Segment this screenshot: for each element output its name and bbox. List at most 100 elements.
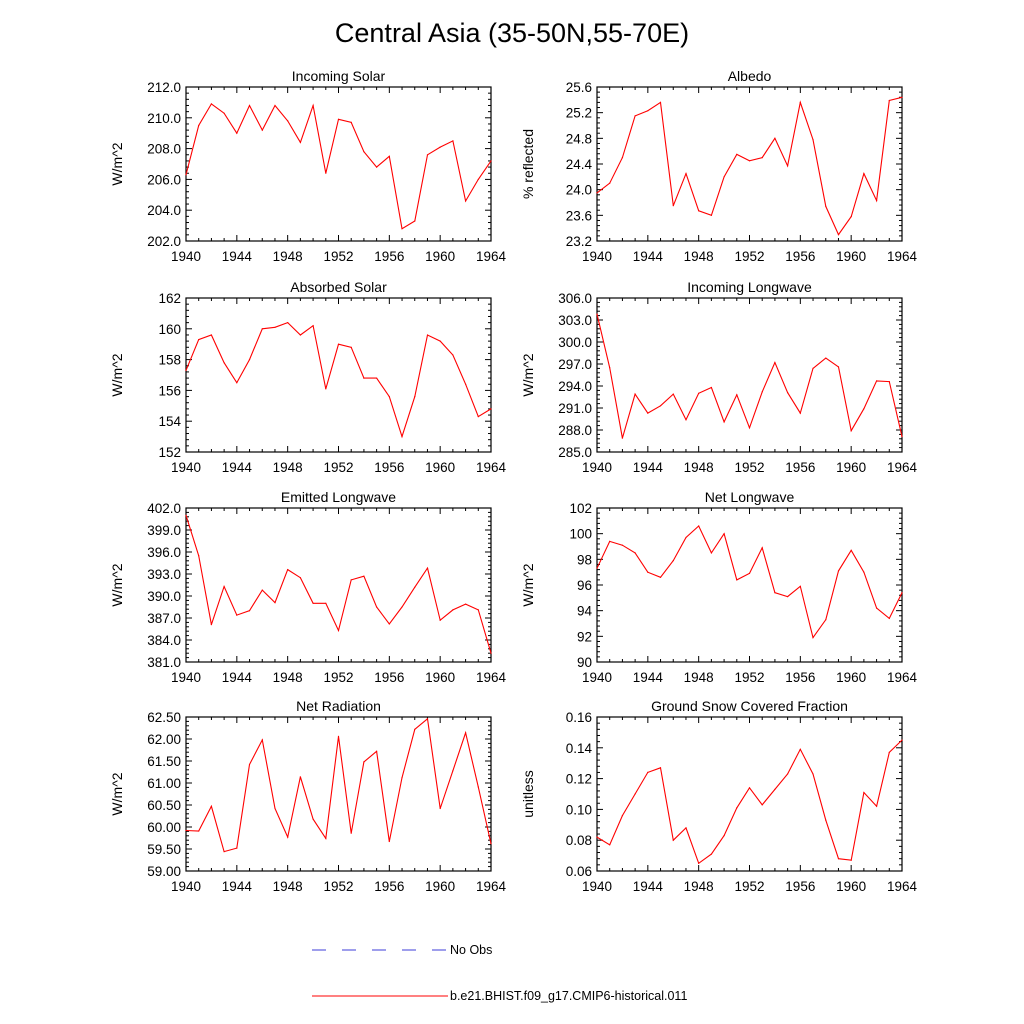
data-point: [825, 205, 827, 207]
y-tick-label: 396.0: [147, 545, 181, 560]
data-point: [185, 514, 187, 516]
x-tick-label: 1952: [734, 670, 764, 685]
y-tick-label: 61.00: [147, 776, 181, 791]
x-tick-label: 1964: [887, 249, 918, 264]
data-point: [287, 569, 289, 571]
data-point: [337, 629, 340, 632]
data-point: [736, 394, 738, 396]
data-point: [710, 386, 713, 389]
x-tick-label: 1944: [633, 249, 664, 264]
data-point: [426, 334, 429, 336]
data-point: [609, 844, 611, 846]
y-tick-label: 23.6: [566, 208, 592, 223]
y-tick-label: 62.50: [147, 710, 181, 725]
data-point: [901, 739, 903, 741]
data-point: [452, 770, 454, 772]
series-line: [596, 525, 903, 639]
data-point: [312, 104, 314, 107]
legend-entry: No Obs: [312, 943, 492, 957]
y-tick-label: 384.0: [147, 633, 181, 648]
data-point: [863, 173, 865, 175]
x-tick-label: 1940: [171, 460, 201, 475]
x-tick-label: 1948: [273, 460, 303, 475]
data-point: [596, 313, 598, 315]
panel-title: Incoming Solar: [292, 68, 386, 84]
y-tick-label: 90: [577, 655, 592, 670]
y-tick-label: 156: [158, 383, 181, 398]
panel-title: Albedo: [728, 68, 772, 84]
x-tick-label: 1960: [425, 249, 455, 264]
plot-frame: [596, 716, 903, 872]
data-point: [248, 763, 251, 766]
data-point: [210, 334, 212, 336]
data-point: [685, 536, 687, 539]
data-point: [465, 603, 467, 605]
data-point: [465, 383, 467, 385]
data-point: [248, 104, 251, 107]
y-tick-label: 96: [577, 578, 592, 593]
data-point: [888, 617, 890, 620]
y-axis-label: unitless: [520, 770, 536, 817]
y-tick-label: 62.00: [147, 732, 181, 747]
y-tick-label: 387.0: [147, 611, 181, 626]
data-point: [388, 840, 390, 843]
y-tick-label: 154: [158, 414, 181, 429]
data-point: [274, 602, 276, 604]
x-tick-label: 1952: [323, 249, 353, 264]
y-tick-label: 0.16: [566, 710, 592, 725]
data-point: [401, 777, 403, 779]
data-point: [685, 419, 687, 421]
y-tick-label: 100: [569, 527, 592, 542]
data-point: [439, 807, 441, 810]
data-point: [698, 525, 700, 527]
data-point: [774, 592, 776, 594]
data-point: [350, 121, 352, 123]
series-line: [596, 313, 903, 439]
data-point: [888, 99, 890, 102]
y-tick-label: 23.2: [566, 234, 592, 249]
data-point: [647, 412, 649, 414]
data-point: [812, 637, 814, 639]
data-point: [376, 166, 378, 168]
y-tick-label: 285.0: [558, 445, 592, 460]
y-tick-label: 204.0: [147, 203, 181, 218]
data-point: [477, 786, 479, 788]
data-point: [723, 421, 725, 423]
data-point: [659, 405, 662, 407]
figure-title: Central Asia (35-50N,55-70E): [335, 18, 689, 48]
data-point: [609, 182, 611, 184]
data-point: [426, 567, 429, 569]
y-tick-label: 0.10: [566, 802, 592, 817]
data-point: [414, 728, 416, 730]
data-point: [672, 560, 674, 562]
data-point: [736, 153, 738, 155]
data-point: [710, 214, 713, 216]
panel-title: Net Radiation: [296, 698, 381, 714]
data-point: [799, 412, 801, 414]
data-point: [185, 174, 187, 176]
data-point: [236, 382, 238, 384]
data-point: [210, 805, 212, 807]
x-tick-label: 1964: [887, 879, 918, 894]
data-point: [787, 596, 789, 598]
legend-entry: b.e21.BHIST.f09_g17.CMIP6-historical.011: [312, 989, 687, 1003]
panel-ground-snow-covered-fraction: 1940 1944 1948 1952 1956 1960 1964 0.06 0.08 0.10…: [520, 698, 918, 894]
data-point: [477, 178, 479, 180]
x-tick-label: 1948: [273, 249, 303, 264]
x-tick-label: 1944: [222, 249, 253, 264]
data-point: [287, 322, 289, 324]
data-point: [761, 391, 763, 393]
y-axis-label: W/m^2: [109, 353, 125, 396]
data-point: [837, 858, 840, 860]
data-point: [223, 851, 225, 853]
data-point: [621, 815, 624, 817]
data-point: [261, 739, 263, 741]
data-point: [634, 393, 636, 395]
data-point: [596, 567, 598, 569]
x-tick-label: 1948: [273, 670, 303, 685]
data-point: [621, 544, 624, 546]
data-point: [261, 328, 263, 330]
data-point: [685, 827, 687, 829]
data-point: [414, 586, 416, 588]
data-point: [672, 205, 674, 207]
